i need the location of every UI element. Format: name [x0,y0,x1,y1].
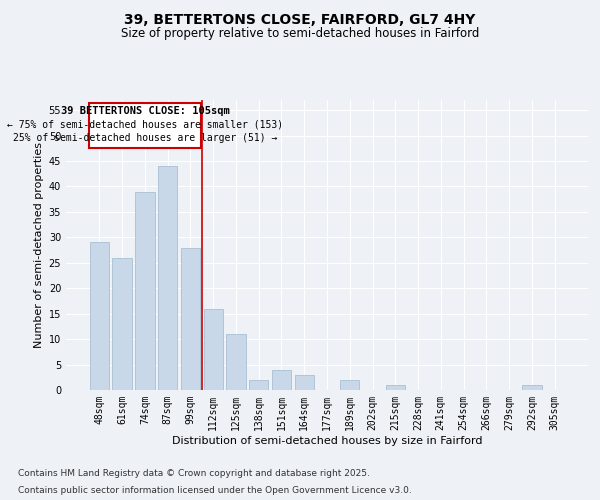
Bar [340,380,359,390]
Bar [272,370,291,390]
Bar [158,166,178,390]
Text: 39 BETTERTONS CLOSE: 105sqm: 39 BETTERTONS CLOSE: 105sqm [61,106,230,116]
Bar [249,380,268,390]
Bar [203,308,223,390]
Bar [112,258,132,390]
Text: 39, BETTERTONS CLOSE, FAIRFORD, GL7 4HY: 39, BETTERTONS CLOSE, FAIRFORD, GL7 4HY [124,12,476,26]
Bar [522,385,542,390]
Bar [90,242,109,390]
Text: Size of property relative to semi-detached houses in Fairford: Size of property relative to semi-detach… [121,28,479,40]
Text: Contains public sector information licensed under the Open Government Licence v3: Contains public sector information licen… [18,486,412,495]
Text: Contains HM Land Registry data © Crown copyright and database right 2025.: Contains HM Land Registry data © Crown c… [18,468,370,477]
Y-axis label: Number of semi-detached properties: Number of semi-detached properties [34,142,44,348]
Text: 25% of semi-detached houses are larger (51) →: 25% of semi-detached houses are larger (… [13,133,277,143]
Text: ← 75% of semi-detached houses are smaller (153): ← 75% of semi-detached houses are smalle… [7,120,283,130]
FancyBboxPatch shape [89,102,202,148]
Bar [295,374,314,390]
Bar [386,385,405,390]
Bar [135,192,155,390]
X-axis label: Distribution of semi-detached houses by size in Fairford: Distribution of semi-detached houses by … [172,436,482,446]
Bar [226,334,245,390]
Bar [181,248,200,390]
